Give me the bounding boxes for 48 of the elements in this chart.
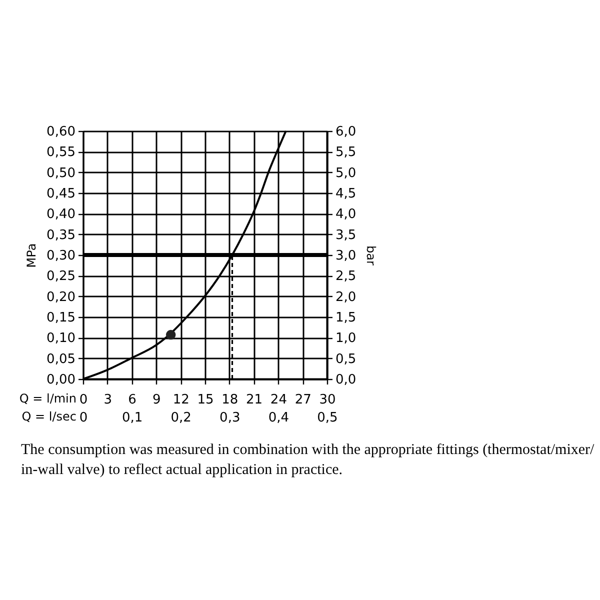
y-tick-label: 0,50 (46, 166, 76, 181)
y2-tick-label: 5,5 (336, 145, 356, 160)
text: The consumption was measured in combination with the appropriate fittings (thermostat/mixer/in-wall valve) to reflect actual application in practice. (21, 442, 596, 478)
x2-tick-label: 0,5 (317, 410, 338, 426)
y2-tick-label: 1,0 (336, 331, 356, 346)
x-tick-label: 30 (319, 392, 336, 408)
y2-axis-title: bar (364, 246, 378, 266)
y2-tick-label: 4,5 (336, 186, 356, 202)
y2-tick-label: 2,5 (336, 269, 356, 284)
y2-tick-label: 6,0 (336, 124, 356, 140)
y2-tick-label: 5,0 (336, 166, 356, 181)
x-tick-label: 6 (128, 392, 136, 408)
y-tick-label: 0,15 (46, 310, 76, 326)
y-tick-label: 0,25 (46, 269, 76, 284)
x-tick-label: 27 (294, 392, 312, 408)
y2-tick-label: 1,5 (336, 310, 356, 326)
x-tick-label: 21 (246, 392, 263, 408)
y-tick-label: 0,00 (46, 372, 76, 388)
x2-tick-label: 0,1 (122, 410, 143, 426)
y2-tick-label: 0,5 (336, 352, 356, 367)
x-tick-label: 24 (270, 392, 287, 408)
y2-tick-label: 3,5 (336, 228, 356, 243)
y-tick-label: 0,45 (46, 186, 76, 202)
x-tick-label: 12 (172, 392, 190, 408)
y-tick-label: 0,55 (46, 145, 76, 160)
y-tick-label: 0,20 (46, 290, 76, 305)
x-tick-label: 0 (79, 392, 88, 408)
x2-tick-label: 0,3 (220, 410, 240, 426)
x2-axis-title: Q = l/sec (22, 410, 76, 424)
y-tick-label: 0,40 (46, 207, 76, 222)
x2-tick-label: 0,4 (268, 410, 290, 426)
y2-tick-label: 0,0 (336, 372, 356, 388)
y-axis-title: MPa (24, 243, 39, 268)
x-axis-title: Q = l/min (19, 392, 76, 406)
y-tick-label: 0,10 (46, 331, 76, 346)
y-tick-label: 0,60 (46, 124, 76, 140)
x-tick-label: 18 (222, 392, 238, 408)
x2-tick-label: 0,2 (170, 410, 192, 426)
y-tick-label: 0,05 (46, 352, 76, 367)
y2-tick-label: 3,0 (336, 248, 356, 264)
y-tick-label: 0,30 (46, 248, 76, 264)
x-tick-label: 9 (152, 392, 161, 408)
x2-tick-label: 0 (79, 410, 88, 426)
y-tick-label: 0,35 (46, 228, 76, 243)
y2-tick-label: 4,0 (336, 207, 356, 222)
y2-tick-label: 2,0 (336, 290, 356, 305)
x-tick-label: 15 (197, 392, 214, 408)
x-tick-label: 3 (104, 392, 112, 408)
